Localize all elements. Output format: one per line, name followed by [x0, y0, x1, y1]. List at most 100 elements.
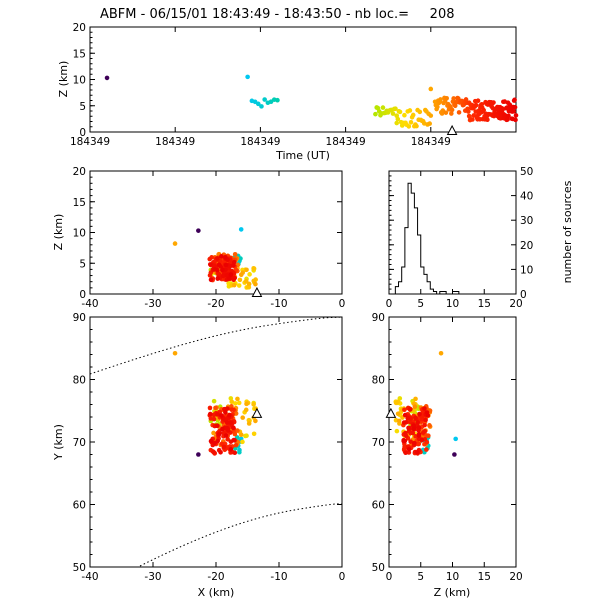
source-point	[245, 74, 250, 80]
source-point	[218, 449, 223, 455]
source-point	[401, 438, 406, 444]
x-tick-label: -20	[207, 571, 224, 583]
source-point	[453, 436, 458, 442]
y-tick-label: 0	[520, 289, 527, 301]
source-point	[406, 425, 411, 431]
source-point	[470, 117, 475, 122]
source-point	[247, 272, 252, 277]
y-tick-label: 20	[73, 22, 86, 34]
source-point	[208, 277, 214, 283]
source-point	[219, 413, 224, 418]
time-height-frame	[89, 26, 517, 133]
source-point	[215, 276, 220, 281]
x-tick-label: -10	[270, 571, 287, 583]
source-point	[452, 452, 457, 457]
station-marker	[251, 407, 263, 418]
x-tick-label: -30	[144, 298, 161, 310]
source-point	[223, 262, 229, 268]
source-point	[207, 256, 213, 262]
source-point	[227, 276, 232, 281]
source-point	[229, 399, 235, 405]
source-point	[427, 121, 433, 126]
source-point	[104, 75, 110, 81]
source-point	[417, 109, 423, 115]
source-point	[405, 415, 410, 421]
station-marker	[251, 286, 263, 297]
source-point	[420, 430, 426, 435]
source-point	[456, 110, 462, 115]
source-point	[228, 446, 234, 452]
y-tick-label: 70	[372, 437, 385, 449]
source-point	[223, 254, 228, 260]
x-tick-label: -20	[207, 298, 224, 310]
y-tick-label: 60	[73, 500, 86, 512]
source-point	[444, 95, 449, 101]
source-point	[423, 417, 428, 423]
x-tick-label: 20	[509, 571, 522, 583]
y-tick-label: 10	[520, 264, 533, 276]
x-tick-label: 184349	[155, 136, 195, 148]
source-point	[413, 415, 418, 421]
histogram-ylabel: number of sources	[561, 180, 574, 283]
source-point	[237, 277, 243, 283]
source-point	[238, 272, 244, 278]
y-tick-label: 60	[372, 500, 385, 512]
source-point	[380, 105, 386, 110]
source-point	[452, 103, 458, 109]
x-tick-label: 5	[417, 298, 424, 310]
source-point	[216, 262, 222, 268]
source-point	[253, 281, 258, 287]
source-point	[246, 421, 252, 426]
source-point	[220, 267, 225, 273]
source-point	[512, 97, 517, 103]
source-point	[231, 425, 236, 431]
source-point	[475, 98, 481, 103]
source-point	[253, 418, 258, 424]
x-z-frame	[89, 170, 343, 295]
x-y-panel: Y (km) X (km) -40 -30 -20 -10 0 50 60 70 80 90	[52, 312, 345, 599]
histogram-step-line	[389, 182, 516, 295]
source-point	[232, 251, 238, 257]
source-point	[500, 107, 505, 113]
source-point	[196, 228, 201, 233]
source-point	[449, 107, 455, 113]
range-ring-lower	[139, 503, 343, 567]
x-tick-label: 184349	[240, 136, 280, 148]
x-tick-label: 0	[339, 571, 346, 583]
station-marker	[385, 407, 397, 418]
source-point	[232, 437, 237, 443]
source-point	[422, 406, 427, 411]
source-point	[435, 104, 440, 110]
figure-title: ABFM - 06/15/01 18:43:49 - 18:43:50 - nb…	[100, 7, 455, 22]
source-point	[397, 396, 403, 401]
time-height-panel: Z (km) Time (UT) 184349 184349 184349 18434…	[57, 22, 519, 162]
source-point	[240, 415, 246, 420]
source-point	[238, 432, 244, 438]
source-point	[413, 396, 418, 402]
x-tick-label: 0	[339, 298, 346, 310]
source-point	[236, 400, 242, 406]
source-point	[207, 411, 213, 417]
x-tick-label: -40	[81, 571, 98, 583]
source-point	[211, 449, 216, 455]
x-tick-label: 10	[446, 298, 459, 310]
x-tick-label: 184349	[326, 136, 366, 148]
x-tick-label: 20	[509, 298, 522, 310]
source-point	[443, 110, 449, 115]
source-point	[438, 350, 444, 356]
source-point	[220, 273, 226, 279]
source-point	[223, 410, 228, 415]
source-point	[466, 109, 471, 114]
source-point	[223, 433, 229, 438]
source-point	[410, 430, 416, 436]
source-point	[216, 431, 222, 437]
source-point	[428, 113, 434, 118]
source-point	[513, 113, 519, 118]
source-point	[207, 405, 213, 411]
source-point	[416, 441, 422, 447]
source-point	[402, 407, 407, 413]
source-point	[416, 425, 422, 431]
time-height-xlabel: Time (UT)	[275, 149, 330, 162]
x-tick-label: 15	[478, 298, 491, 310]
